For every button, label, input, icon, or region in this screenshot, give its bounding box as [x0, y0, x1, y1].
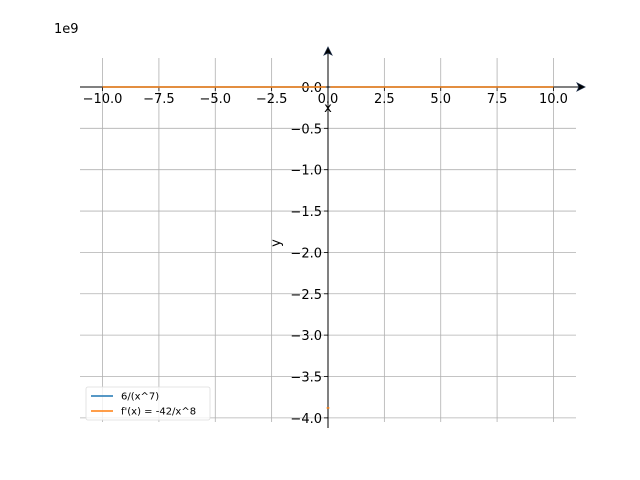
legend-entry-1: 6/(x^7) [121, 392, 159, 403]
y-tick-label: −3.0 [290, 329, 322, 344]
y-axis: 0.0 −0.5 −1.0 −1.5 −2.0 −2.5 −3.0 −3.5 −4.0 [290, 46, 333, 428]
y-tick-label: −2.5 [290, 288, 322, 303]
x-tick-label: 2.5 [374, 92, 395, 107]
y-tick-label: −4.0 [290, 412, 322, 427]
y-axis-label: y [269, 239, 284, 247]
x-tick-label: −10.0 [83, 92, 123, 107]
legend-box [85, 386, 211, 421]
y-tick-label: 0.0 [301, 81, 322, 96]
y-tick-label: −1.0 [290, 164, 322, 179]
x-tick-label: −2.5 [256, 92, 288, 107]
y-tick-label: −1.5 [290, 205, 322, 220]
x-axis-label: x [324, 101, 332, 116]
x-tick-label: 7.5 [487, 92, 508, 107]
x-axis-arrow [576, 82, 586, 92]
legend: 6/(x^7) f'(x) = -42/x^8 [85, 386, 211, 421]
x-tick-label: −5.0 [199, 92, 231, 107]
x-tick-label: 10.0 [539, 92, 568, 107]
series-lines [102, 86, 554, 409]
y-tick-label: −3.5 [290, 371, 322, 386]
legend-entry-2: f'(x) = -42/x^8 [121, 407, 196, 418]
x-tick-label: −7.5 [143, 92, 175, 107]
y-tick-label: −0.5 [290, 122, 322, 137]
x-tick-label: 5.0 [430, 92, 451, 107]
offset-text: 1e9 [54, 22, 79, 37]
y-tick-label: −2.0 [290, 246, 322, 261]
y-axis-arrow [323, 46, 333, 56]
